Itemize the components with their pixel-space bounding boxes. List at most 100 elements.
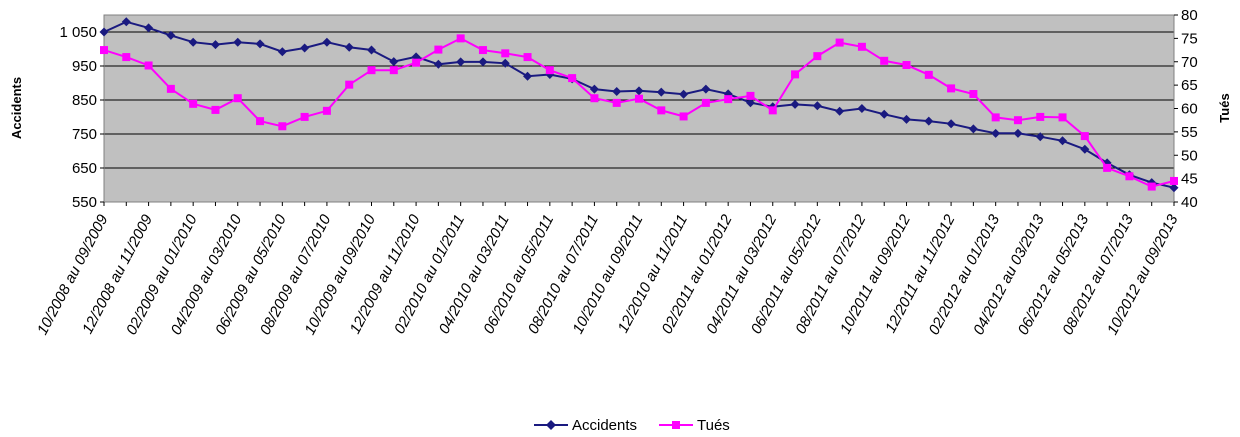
legend-accidents-marker [546, 420, 556, 430]
series-tues-point [545, 66, 554, 75]
series-tues-point [1036, 112, 1045, 121]
series-tues-point [791, 70, 800, 79]
series-tues-point [880, 56, 889, 65]
right-axis-tick-label: 70 [1181, 54, 1198, 71]
left-y-axis-ticks: 550 650 750 850 950 1 050 [59, 24, 104, 211]
series-tues-point [1013, 116, 1022, 125]
series-accidents-point [300, 43, 310, 53]
series-accidents-point [879, 109, 889, 119]
series-accidents-point [701, 84, 711, 94]
series-accidents-point [99, 27, 109, 37]
right-axis-tick-label: 55 [1181, 124, 1198, 141]
series-tues-point [991, 113, 1000, 122]
series-tues-point [724, 95, 733, 104]
series-tues-point [1170, 176, 1178, 185]
series-tues-point [1147, 182, 1156, 191]
series-accidents-point [1080, 144, 1090, 154]
series-tues-point [612, 98, 621, 107]
right-axis-tick-label: 45 [1181, 171, 1198, 188]
series-accidents-point [210, 40, 220, 50]
right-axis-tick-label: 50 [1181, 147, 1198, 164]
series-tues-point [389, 66, 398, 75]
series-accidents-point [857, 104, 867, 113]
right-y-axis-ticks: 40 45 50 55 60 65 70 75 80 [1174, 7, 1198, 211]
series-tues-point [1058, 113, 1067, 122]
series-tues-point [434, 45, 443, 54]
series-tues-point [813, 52, 822, 61]
series-tues-point [568, 74, 577, 83]
series-accidents-point [589, 84, 599, 94]
series-accidents-point [924, 116, 934, 126]
right-axis-tick-label: 80 [1181, 7, 1198, 24]
series-tues-point [902, 61, 911, 70]
series-accidents-point [1013, 128, 1023, 138]
series-accidents-point [968, 124, 978, 134]
series-accidents-point [233, 37, 243, 47]
series-tues-point [211, 105, 220, 114]
series-tues-point [478, 46, 487, 55]
series-accidents-point [679, 89, 689, 99]
series-accidents-point [946, 119, 956, 129]
series-tues-point [144, 61, 153, 70]
series-tues-point [501, 49, 510, 58]
series-tues-point [345, 80, 354, 89]
series-tues-point [657, 106, 666, 115]
series-accidents-point [1035, 132, 1045, 142]
series-accidents-point [166, 30, 176, 40]
series-accidents-point [367, 45, 376, 55]
series-accidents-point [523, 71, 533, 81]
series-tues-point [1080, 132, 1089, 141]
right-axis-tick-label: 75 [1181, 30, 1198, 47]
legend: Accidents Tués [534, 417, 730, 434]
series-accidents-point [456, 57, 466, 67]
series-accidents-point [612, 87, 622, 96]
series-tues-point [256, 117, 265, 126]
series-accidents-point [478, 57, 488, 67]
series-tues-point [1125, 172, 1134, 181]
series-accidents-point [144, 23, 154, 33]
series-accidents-point [991, 128, 1001, 138]
legend-accidents-label: Accidents [572, 417, 637, 434]
series-tues-point [367, 66, 376, 75]
series-tues-point [456, 34, 465, 43]
left-axis-tick-label: 750 [72, 126, 97, 143]
series-accidents-point [1169, 183, 1179, 193]
series-lines [99, 17, 1179, 193]
series-tues-point [947, 84, 956, 93]
series-accidents-point [902, 114, 911, 124]
series-accidents-point [121, 17, 131, 27]
right-axis-title: Tués [1217, 93, 1232, 122]
series-accidents-point [745, 98, 755, 108]
series-accidents-point [835, 106, 845, 116]
series-accidents-point [1058, 136, 1068, 146]
right-axis-tick-label: 60 [1181, 101, 1198, 118]
series-accidents-point [188, 37, 198, 47]
left-axis-tick-label: 650 [72, 160, 97, 177]
series-accidents-point [812, 101, 822, 111]
series-tues-point [969, 90, 978, 99]
left-axis-tick-label: 550 [72, 194, 97, 211]
plot-area [104, 15, 1174, 202]
series-tues-point [679, 112, 688, 121]
series-tues-point [233, 94, 242, 103]
series-tues-point [278, 122, 287, 131]
series-tues-point [100, 46, 108, 55]
series-tues-point [166, 84, 175, 93]
series-tues-point [300, 112, 309, 121]
series-accidents-point [433, 59, 443, 69]
legend-tues-label: Tués [697, 417, 730, 434]
series-tues-point [835, 38, 844, 47]
series-tues-point [322, 106, 331, 115]
legend-tues-marker [672, 421, 680, 429]
series-tues-point [768, 106, 777, 115]
series-tues-point [635, 94, 643, 103]
series-accidents-point [277, 47, 287, 57]
series-accidents-point [322, 37, 332, 47]
left-axis-tick-label: 950 [72, 58, 97, 75]
right-axis-tick-label: 40 [1181, 194, 1198, 211]
series-tues-point [122, 53, 131, 62]
series-accidents-point [255, 39, 265, 49]
series-accidents-point [344, 42, 354, 52]
series-tues-point [523, 53, 532, 62]
